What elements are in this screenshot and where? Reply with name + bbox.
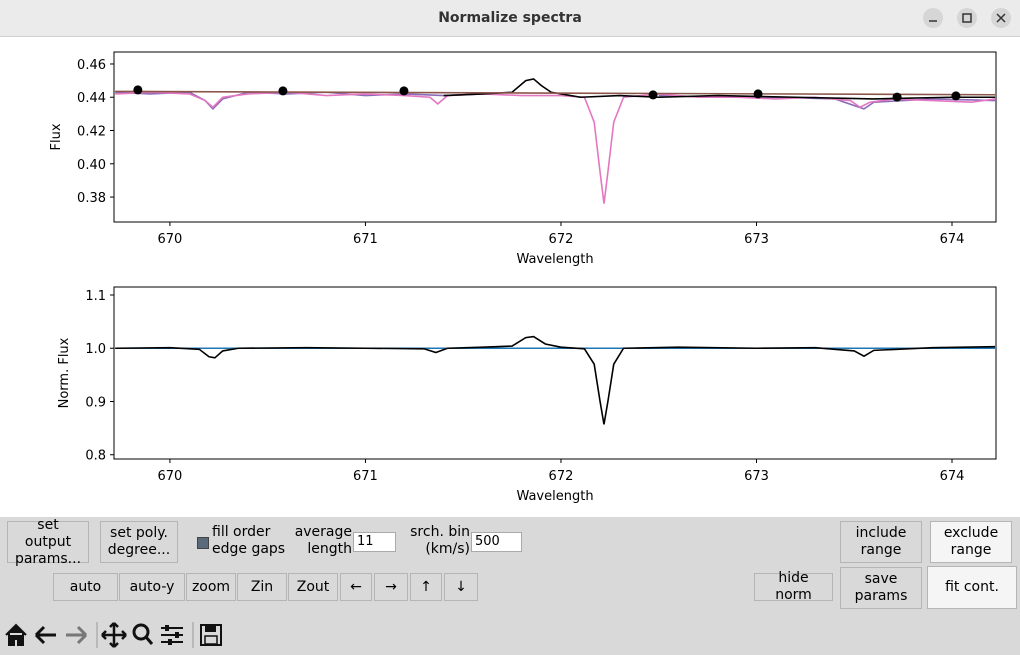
spectrum-line [443, 78, 996, 100]
spectrum-line [115, 91, 996, 204]
spectrum-line [115, 90, 996, 96]
button[interactable]: auto [53, 573, 118, 601]
continuum-point [892, 92, 902, 102]
close-button[interactable] [991, 8, 1011, 28]
button[interactable]: ← [340, 573, 372, 601]
x-tick-label: 673 [744, 232, 769, 247]
button[interactable]: ↓ [444, 573, 478, 601]
pan-icon[interactable] [101, 622, 127, 648]
axes-frame [113, 51, 997, 223]
y-axis-label: Norm. Flux [57, 337, 72, 408]
continuum-point [133, 85, 143, 95]
back-icon[interactable] [34, 625, 56, 645]
figure: 670 671 672 673 674 0.38 0.40 0.42 0.44 0.46 Wavel… [0, 37, 1020, 517]
x-tick-label: 670 [158, 469, 183, 484]
button[interactable]: Zin [237, 573, 287, 601]
home-icon[interactable] [5, 623, 27, 646]
figure-background [0, 37, 1020, 517]
plot-area [115, 78, 996, 204]
field-label: srch. bin (km/s) [410, 524, 470, 557]
x-axis-label: Wavelength [516, 252, 593, 267]
button[interactable]: auto-y [119, 573, 185, 601]
x-tick-label: 670 [158, 232, 183, 247]
field-label: average length [294, 524, 352, 557]
x-tick-label: 674 [940, 232, 965, 247]
y-axis-label: Flux [49, 123, 64, 150]
forward-icon[interactable] [66, 625, 88, 645]
spectrum-line [115, 335, 996, 425]
x-tick-label: 673 [744, 469, 769, 484]
x-tick-label: 671 [353, 232, 378, 247]
continuum-point [399, 86, 409, 96]
x-tick-label: 674 [940, 469, 965, 484]
text-input[interactable]: 500 [471, 532, 522, 552]
continuum-point [753, 89, 763, 99]
button[interactable]: → [374, 573, 408, 601]
zoom-icon[interactable] [132, 623, 154, 645]
y-tick-label: 1.1 [85, 289, 106, 304]
button[interactable]: Zout [288, 573, 338, 601]
button[interactable]: include range [840, 521, 922, 563]
continuum-point [648, 90, 658, 100]
maximize-button[interactable] [957, 8, 977, 28]
button[interactable]: zoom [186, 573, 236, 601]
continuum-point [278, 86, 288, 96]
nav-toolbar [5, 622, 222, 648]
title-bar: Normalize spectra [0, 0, 1020, 37]
x-axis-label: Wavelength [516, 489, 593, 504]
plot-area [115, 335, 996, 425]
button[interactable]: set poly. degree... [100, 521, 178, 563]
y-tick-label: 1.0 [85, 342, 106, 357]
axes-frame [113, 286, 997, 460]
y-tick-label: 0.44 [77, 91, 106, 106]
button[interactable]: save params [840, 567, 922, 609]
x-tick-label: 672 [549, 232, 574, 247]
button[interactable]: exclude range [930, 521, 1012, 563]
y-tick-label: 0.42 [77, 125, 106, 140]
button[interactable]: ↑ [410, 573, 442, 601]
button[interactable]: fit cont. [927, 566, 1017, 609]
y-tick-label: 0.9 [85, 395, 106, 410]
text-input[interactable]: 11 [353, 532, 396, 552]
checkbox[interactable] [197, 537, 209, 549]
button[interactable]: set output params... [7, 517, 89, 567]
y-tick-label: 0.40 [77, 158, 106, 173]
x-tick-label: 672 [549, 469, 574, 484]
window-title: Normalize spectra [438, 10, 582, 26]
y-tick-label: 0.38 [77, 191, 106, 206]
checkbox-label: fill order edge gaps [212, 524, 286, 557]
button[interactable]: hide norm [754, 570, 833, 603]
x-tick-label: 671 [353, 469, 378, 484]
continuum-point [951, 91, 961, 101]
y-tick-label: 0.8 [85, 449, 106, 464]
save-icon[interactable] [200, 624, 222, 646]
minimize-button[interactable] [923, 8, 943, 28]
configure-icon[interactable] [161, 625, 183, 645]
y-tick-label: 0.46 [77, 58, 106, 73]
